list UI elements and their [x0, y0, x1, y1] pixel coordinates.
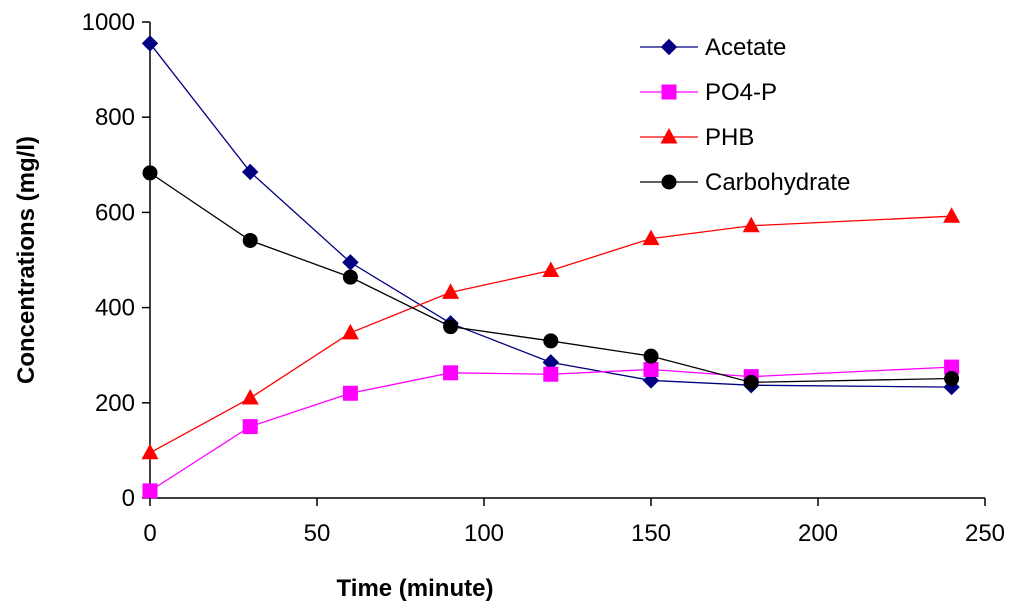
x-tick-label: 100 [464, 520, 504, 547]
data-point-phb [542, 261, 560, 277]
x-tick-label: 200 [798, 520, 838, 547]
legend-marker [660, 128, 678, 144]
data-point-carbohydrate [944, 371, 960, 387]
data-point-phb [943, 207, 961, 223]
data-point-carbohydrate [142, 165, 158, 181]
data-point-phb [742, 216, 760, 233]
legend-marker [661, 174, 677, 190]
data-point-carbohydrate [342, 269, 358, 285]
data-point-carbohydrate [743, 374, 759, 390]
data-point-po4-p [543, 366, 559, 382]
legend-label: Acetate [705, 34, 786, 61]
y-axis-title: Concentrations (mg/l) [13, 136, 40, 384]
x-tick-label: 250 [965, 520, 1005, 547]
data-point-carbohydrate [443, 319, 459, 335]
legend-label: Carbohydrate [705, 169, 850, 196]
y-tick-label: 800 [95, 104, 135, 131]
data-point-phb [341, 323, 359, 340]
legend-item-po4-p: PO4-P [640, 79, 777, 106]
data-point-phb [442, 283, 460, 299]
data-point-po4-p [142, 483, 158, 499]
series-line-carbohydrate [149, 172, 952, 383]
axes: 0 200 400 600 800 1000 0 50 100 150 200 250 [82, 9, 1005, 547]
series-carbohydrate [142, 165, 960, 390]
data-point-po4-p [643, 361, 659, 377]
y-tick-label: 200 [95, 390, 135, 417]
data-point-po4-p [443, 365, 459, 381]
data-point-carbohydrate [643, 348, 659, 364]
series-line-po4-p [149, 366, 952, 492]
data-point-phb [642, 229, 660, 246]
data-point-po4-p [342, 385, 358, 401]
series-layer [141, 35, 961, 499]
x-tick-label: 50 [304, 520, 331, 547]
legend-label: PO4-P [705, 79, 777, 106]
data-point-phb [141, 443, 159, 460]
data-point-acetate [141, 35, 159, 52]
series-phb [141, 207, 961, 460]
legend-label: PHB [705, 124, 754, 151]
legend-item-carbohydrate: Carbohydrate [640, 169, 850, 196]
legend-marker [661, 84, 677, 100]
y-tick-label: 400 [95, 295, 135, 322]
y-tick-label: 1000 [82, 9, 135, 36]
x-tick-label: 150 [631, 520, 671, 547]
data-point-acetate [241, 163, 259, 181]
data-point-carbohydrate [543, 333, 559, 349]
data-point-po4-p [944, 359, 960, 375]
x-tick-label: 0 [143, 520, 156, 547]
data-point-po4-p [242, 419, 258, 435]
series-line-acetate [149, 43, 952, 388]
data-point-phb [241, 389, 259, 405]
y-tick-label: 600 [95, 199, 135, 226]
series-line-phb [149, 215, 952, 454]
legend-marker [660, 38, 678, 56]
data-point-carbohydrate [242, 232, 258, 248]
legend: Acetate PO4-P PHB Carbohydrate [640, 34, 850, 196]
y-tick-label: 0 [122, 485, 135, 512]
x-axis-title: Time (minute) [337, 575, 494, 602]
legend-item-acetate: Acetate [640, 34, 786, 61]
legend-item-phb: PHB [640, 124, 754, 151]
